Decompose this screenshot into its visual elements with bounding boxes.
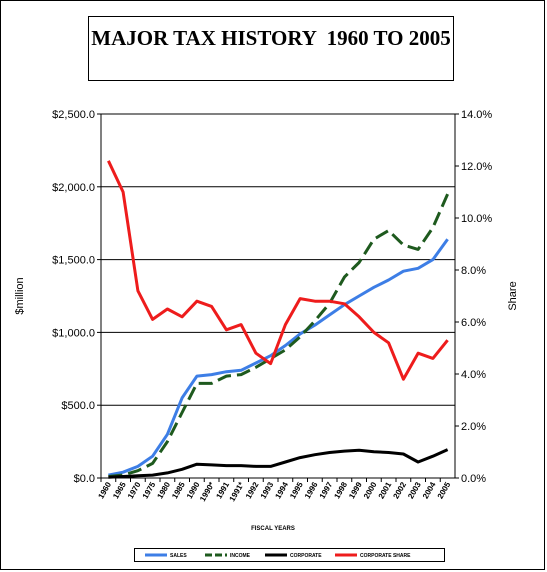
x-tick-label: 2000 <box>362 480 379 500</box>
y-tick-label: $1,000.0 <box>52 327 95 339</box>
x-tick-label: 1985 <box>170 480 187 500</box>
x-tick-label: 1992 <box>244 480 261 500</box>
chart-title: MAJOR TAX HISTORY 1960 TO 2005 <box>91 26 451 50</box>
y-tick-label: $500.0 <box>61 400 95 412</box>
x-tick-label: 1980 <box>155 480 172 500</box>
y-tick-label: $2,500.0 <box>52 109 95 121</box>
x-tick-label: 1965 <box>111 480 128 500</box>
y2-tick-label: 8.0% <box>461 265 486 277</box>
x-tick-label: 1997 <box>318 480 335 500</box>
x-tick-label: 1993 <box>259 480 276 500</box>
y2-tick-label: 6.0% <box>461 317 486 329</box>
y-axis-label: $million <box>14 277 26 314</box>
y2-tick-label: 12.0% <box>461 161 492 173</box>
y2-tick-label: 2.0% <box>461 421 486 433</box>
y-tick-label: $0.0 <box>74 473 95 485</box>
x-tick-label: 1991* <box>228 480 247 503</box>
y-tick-label: $2,000.0 <box>52 182 95 194</box>
x-tick-label: 1970 <box>126 480 143 500</box>
x-tick-label: 2003 <box>406 480 423 500</box>
series-line-corporate <box>108 448 449 479</box>
gridlines <box>101 113 455 406</box>
y2-tick-label: 0.0% <box>461 473 486 485</box>
x-tick-label: 1995 <box>288 480 305 500</box>
x-tick-label: 1996 <box>303 480 320 500</box>
x-tick-label: 1999 <box>347 480 364 500</box>
x-tick-label: 1960 <box>96 480 113 500</box>
series-line-sales <box>108 238 449 477</box>
x-tick-label: 2004 <box>421 480 438 500</box>
y2-axis-label: Share <box>507 281 519 310</box>
x-tick-label: 2001 <box>377 480 394 500</box>
x-tick-label: 2002 <box>391 480 408 500</box>
x-axis-label: FISCAL YEARS <box>251 526 295 532</box>
x-tick-label: 1975 <box>141 480 158 500</box>
legend <box>134 548 445 562</box>
x-tick-label: 1994 <box>273 480 290 500</box>
series-line-income <box>108 193 449 478</box>
y2-tick-label: 14.0% <box>461 109 492 121</box>
chart-title-box: MAJOR TAX HISTORY 1960 TO 2005 <box>88 16 454 81</box>
axes <box>97 113 459 482</box>
x-tick-label: 2005 <box>436 480 453 500</box>
y2-tick-label: 4.0% <box>461 369 486 381</box>
series-line-corporate-share <box>107 160 449 381</box>
x-tick-label: 1990* <box>198 480 217 503</box>
series-layer <box>107 160 449 479</box>
y-tick-label: $1,500.0 <box>52 255 95 267</box>
x-tick-label: 1998 <box>332 480 349 500</box>
tick-labels: $0.0 $500.0 $1,000.0 $1,500.0 $2,000.0 $2,500… <box>52 109 492 503</box>
y2-tick-label: 10.0% <box>461 213 492 225</box>
